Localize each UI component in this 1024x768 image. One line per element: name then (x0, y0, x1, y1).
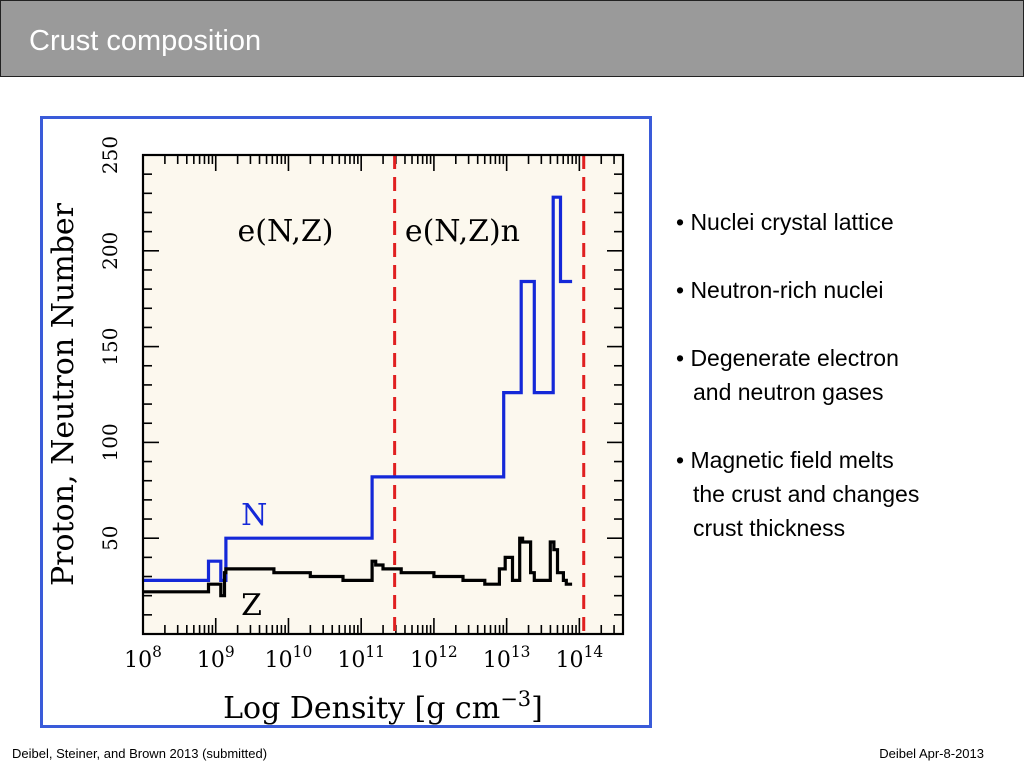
y-axis-label: Proton, Neutron Number (46, 202, 81, 586)
bullet-line: crust thickness (693, 515, 846, 541)
y-tick-label: 150 (98, 328, 122, 366)
y-tick-label: 200 (98, 232, 122, 270)
bullet-line: and neutron gases (693, 379, 884, 405)
crust-composition-chart: N Ze(N,Z) e(N,Z)n 108 109 1010 1011 1012 1013 101… (46, 136, 625, 725)
bullet-item: • Magnetic field melts the crust and cha… (676, 443, 1016, 545)
series-label-N: N (241, 498, 267, 533)
bullet-list: • Nuclei crystal lattice • Neutron-rich … (676, 205, 1016, 545)
y-tick-label: 50 (98, 525, 122, 550)
region-label-e-NZn: e(N,Z)n (405, 214, 520, 249)
footer-author-date: Deibel Apr-8-2013 (879, 746, 984, 761)
bullet-line: the crust and changes (693, 481, 920, 507)
y-tick-label: 100 (98, 423, 122, 461)
region-label-e-NZ: e(N,Z) (238, 214, 334, 249)
bullet-item: • Degenerate electron and neutron gases (676, 341, 1016, 409)
plot-frame (141, 153, 625, 636)
x-tick-label: 108 (124, 643, 162, 673)
bullet-line: • Magnetic field melts (676, 447, 894, 473)
bullet-line: • Degenerate electron (676, 345, 899, 371)
y-tick-label: 250 (98, 136, 122, 174)
x-tick-label: 1014 (556, 643, 604, 673)
plot-background (143, 155, 623, 634)
footer-citation: Deibel, Steiner, and Brown 2013 (submitt… (12, 746, 268, 761)
x-tick-label: 1013 (483, 643, 531, 673)
series-line-N (143, 195, 573, 582)
bullet-item: • Neutron-rich nuclei (676, 273, 1016, 307)
slide-title: Crust composition (29, 25, 262, 57)
bullet-line: • Nuclei crystal lattice (676, 209, 894, 235)
title-bar: Crust composition (0, 0, 1024, 77)
x-axis-label: Log Density [g cm−3] (223, 687, 543, 725)
bullet-item: • Nuclei crystal lattice (676, 205, 1016, 239)
bullet-line: • Neutron-rich nuclei (676, 277, 884, 303)
x-tick-label: 109 (197, 643, 235, 673)
series-line-Z (143, 536, 573, 598)
x-tick-label: 1011 (337, 643, 385, 673)
series-label-Z: Z (241, 588, 262, 623)
x-tick-label: 1012 (410, 643, 458, 673)
x-tick-label: 1010 (265, 643, 313, 673)
